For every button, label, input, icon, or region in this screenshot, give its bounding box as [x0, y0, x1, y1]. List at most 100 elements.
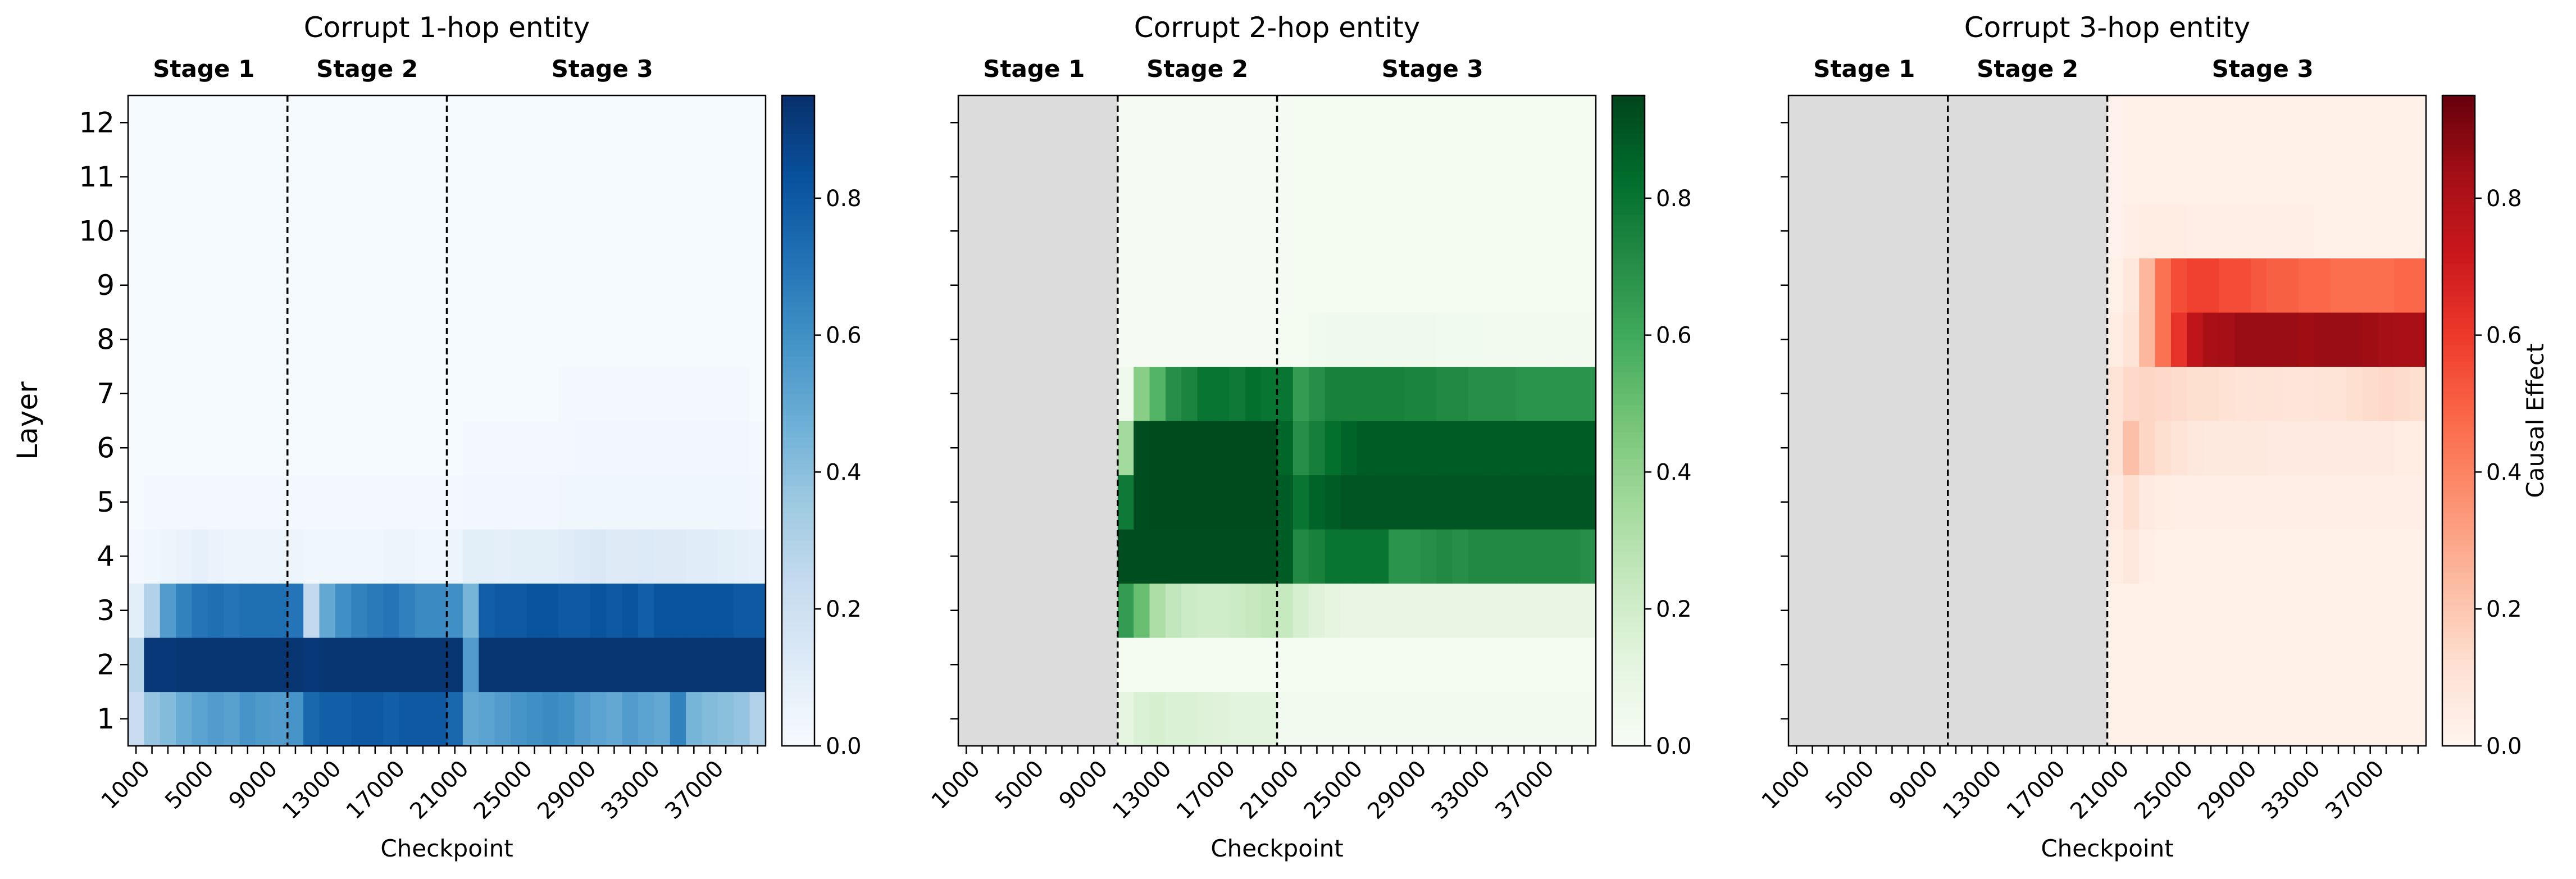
- heatmap-cell: [1372, 366, 1389, 421]
- colorbar-segment: [2442, 464, 2475, 470]
- heatmap-cell: [1134, 475, 1150, 530]
- heatmap-cell: [1516, 583, 1533, 638]
- colorbar-segment: [2442, 122, 2475, 129]
- heatmap-cell: [2330, 204, 2347, 259]
- heatmap-cell: [2250, 258, 2267, 313]
- heatmap-cell: [2202, 637, 2219, 693]
- colorbar-segment: [1612, 242, 1645, 248]
- colorbar-segment: [782, 247, 814, 253]
- heatmap-cell: [1484, 366, 1501, 421]
- heatmap-cell: [686, 95, 703, 151]
- heatmap-cell: [1117, 204, 1134, 259]
- heatmap-cell: [2107, 204, 2124, 259]
- heatmap-cell: [431, 583, 448, 638]
- heatmap-cell: [1149, 421, 1166, 476]
- colorbar-segment: [2442, 204, 2475, 210]
- heatmap-cell: [1149, 366, 1166, 421]
- heatmap-cell: [383, 312, 399, 367]
- heatmap-cell: [1436, 475, 1453, 530]
- heatmap-cell: [1245, 691, 1262, 746]
- colorbar-segment: [782, 491, 814, 497]
- heatmap-cell: [367, 149, 384, 204]
- heatmap-cell: [702, 149, 718, 204]
- colorbar-segment: [1612, 599, 1645, 605]
- heatmap-cell: [749, 204, 766, 259]
- colorbar-segment: [782, 220, 814, 226]
- heatmap-cell: [176, 95, 193, 151]
- heatmap-cell: [686, 366, 703, 421]
- heatmap-cell: [431, 149, 448, 204]
- colorbar-segment: [782, 513, 814, 519]
- colorbar-segment: [782, 188, 814, 194]
- heatmap-cell: [734, 204, 750, 259]
- heatmap-cell: [1580, 637, 1596, 693]
- heatmap-cell: [1389, 475, 1405, 530]
- stage-label: Stage 3: [2212, 55, 2314, 83]
- heatmap-cell: [1229, 204, 1246, 259]
- colorbar-segment: [1612, 193, 1645, 199]
- heatmap-cell: [2362, 204, 2379, 259]
- colorbar-segment: [2442, 198, 2475, 204]
- heatmap-cell: [2362, 421, 2379, 476]
- colorbar-segment: [1612, 448, 1645, 454]
- heatmap-cell: [415, 312, 431, 367]
- heatmap-cell: [1420, 149, 1437, 204]
- heatmap-cell: [2219, 312, 2236, 367]
- heatmap-cell: [144, 258, 161, 313]
- heatmap-cell: [2346, 529, 2363, 584]
- colorbar-segment: [2442, 730, 2475, 736]
- heatmap-cell: [128, 366, 144, 421]
- heatmap-cell: [2250, 421, 2267, 476]
- heatmap-cell: [1149, 475, 1166, 530]
- heatmap-cell: [462, 475, 479, 530]
- heatmap-cell: [287, 312, 304, 367]
- heatmap-cell: [590, 95, 607, 151]
- heatmap-cell: [1292, 312, 1309, 367]
- stage-label: Stage 1: [1813, 55, 1915, 83]
- heatmap-cell: [271, 421, 288, 476]
- heatmap-cell: [2266, 475, 2283, 530]
- x-tick-label: 17000: [2002, 755, 2071, 825]
- heatmap-cell: [462, 421, 479, 476]
- heatmap-cell: [1532, 366, 1549, 421]
- heatmap-cell: [1277, 258, 1294, 313]
- heatmap-cell: [1564, 691, 1581, 746]
- colorbar-segment: [2442, 193, 2475, 199]
- plot-frame: [127, 94, 767, 747]
- heatmap-cell: [1484, 529, 1501, 584]
- heatmap-cell: [1197, 421, 1214, 476]
- heatmap-cell: [479, 258, 495, 313]
- heatmap-cell: [2346, 691, 2363, 746]
- colorbar-segment: [1612, 545, 1645, 552]
- heatmap-cell: [271, 637, 288, 693]
- heatmap-cell: [239, 475, 256, 530]
- heatmap-cell: [1165, 95, 1182, 151]
- heatmap-cell: [2394, 475, 2411, 530]
- heatmap-cell: [2330, 637, 2347, 693]
- heatmap-cell: [1372, 475, 1389, 530]
- heatmap-cell: [367, 366, 384, 421]
- heatmap-cell: [1372, 691, 1389, 746]
- heatmap-cell: [511, 149, 527, 204]
- heatmap-cell: [2171, 95, 2187, 151]
- heatmap-cell: [1292, 366, 1309, 421]
- heatmap-cell: [1484, 95, 1501, 151]
- heatmap-cell: [431, 366, 448, 421]
- heatmap-cell: [2378, 691, 2395, 746]
- heatmap-cell: [1134, 691, 1150, 746]
- heatmap-cell: [2155, 95, 2172, 151]
- heatmap-cell: [1420, 637, 1437, 693]
- heatmap-cell: [1325, 312, 1341, 367]
- heatmap-cell: [128, 583, 144, 638]
- colorbar-segment: [1612, 659, 1645, 665]
- heatmap-cell: [2107, 149, 2124, 204]
- colorbar-segment: [782, 664, 814, 671]
- heatmap-cell: [2378, 149, 2395, 204]
- heatmap-cell: [558, 95, 575, 151]
- heatmap-cell: [1420, 529, 1437, 584]
- colorbar-segment: [2442, 106, 2475, 112]
- heatmap-cell: [319, 475, 336, 530]
- heatmap-cell: [717, 149, 734, 204]
- heatmap-cell: [462, 366, 479, 421]
